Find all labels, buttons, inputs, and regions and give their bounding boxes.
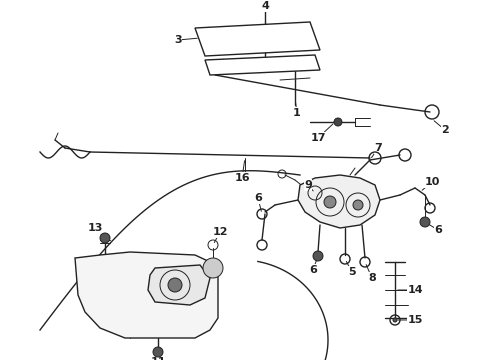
Circle shape (168, 278, 182, 292)
Polygon shape (195, 22, 320, 56)
Polygon shape (298, 175, 380, 228)
Text: 4: 4 (261, 1, 269, 11)
Text: 7: 7 (374, 143, 382, 153)
Circle shape (203, 258, 223, 278)
Text: 13: 13 (87, 223, 103, 233)
Text: 12: 12 (212, 227, 228, 237)
Text: 8: 8 (368, 273, 376, 283)
Circle shape (313, 251, 323, 261)
Text: 10: 10 (424, 177, 440, 187)
Circle shape (153, 347, 163, 357)
Text: 6: 6 (309, 265, 317, 275)
Text: 6: 6 (254, 193, 262, 203)
Circle shape (353, 200, 363, 210)
Circle shape (334, 118, 342, 126)
Text: 15: 15 (407, 315, 423, 325)
Text: 9: 9 (304, 180, 312, 190)
Polygon shape (148, 265, 210, 305)
Text: 17: 17 (310, 133, 326, 143)
Circle shape (324, 196, 336, 208)
Circle shape (393, 318, 397, 322)
Text: 11: 11 (150, 357, 166, 360)
Polygon shape (75, 252, 218, 338)
Text: 5: 5 (348, 267, 356, 277)
Circle shape (420, 217, 430, 227)
Text: 1: 1 (293, 108, 301, 118)
Text: 16: 16 (234, 173, 250, 183)
Text: 6: 6 (434, 225, 442, 235)
Text: 3: 3 (174, 35, 182, 45)
Polygon shape (205, 55, 320, 75)
Circle shape (100, 233, 110, 243)
Text: 2: 2 (441, 125, 449, 135)
Text: 14: 14 (407, 285, 423, 295)
